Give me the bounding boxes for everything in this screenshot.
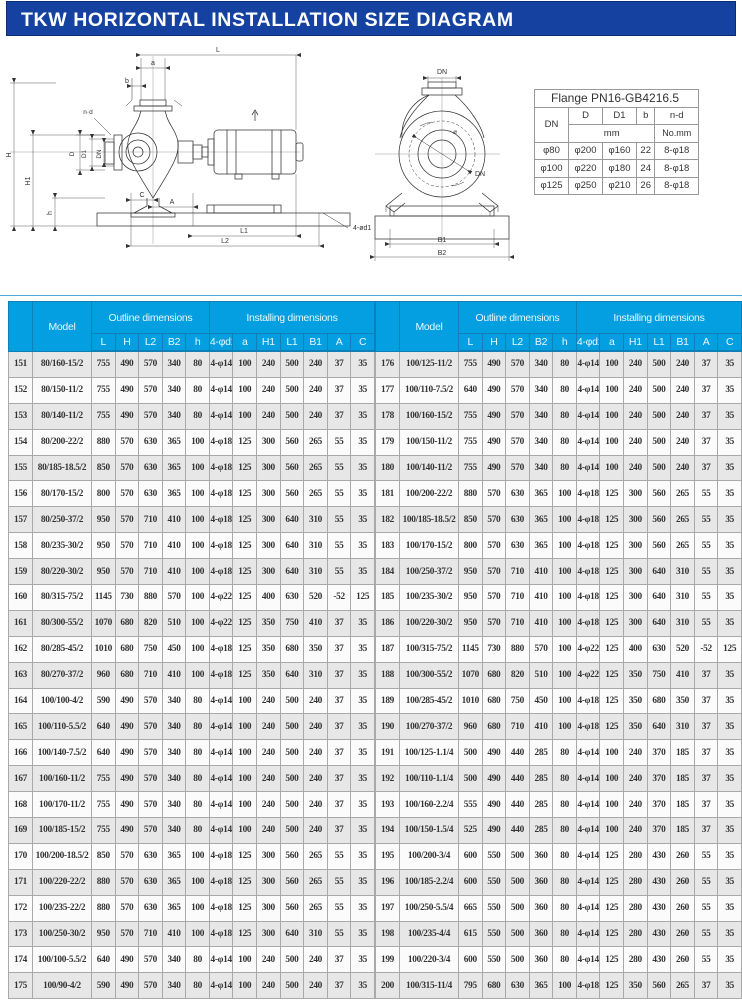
svg-text:L: L <box>216 47 220 54</box>
svg-text:H1: H1 <box>25 176 32 185</box>
svg-text:DN: DN <box>475 171 485 178</box>
svg-text:ø: ø <box>453 129 457 136</box>
svg-text:L1: L1 <box>240 228 248 235</box>
svg-text:n·d: n·d <box>83 109 93 116</box>
svg-text:DN: DN <box>437 69 447 76</box>
svg-text:H: H <box>6 152 13 157</box>
svg-text:D1: D1 <box>81 149 88 158</box>
svg-text:B1: B1 <box>438 237 447 244</box>
svg-text:DN: DN <box>96 149 103 159</box>
svg-text:a: a <box>151 60 155 67</box>
svg-text:B2: B2 <box>438 250 447 257</box>
svg-text:L2: L2 <box>221 238 229 245</box>
svg-text:4-ød1: 4-ød1 <box>353 225 371 232</box>
svg-text:D: D <box>69 151 76 156</box>
svg-text:A: A <box>170 199 175 206</box>
svg-text:b: b <box>125 78 129 85</box>
svg-text:h: h <box>47 211 54 215</box>
svg-text:C: C <box>139 192 144 199</box>
